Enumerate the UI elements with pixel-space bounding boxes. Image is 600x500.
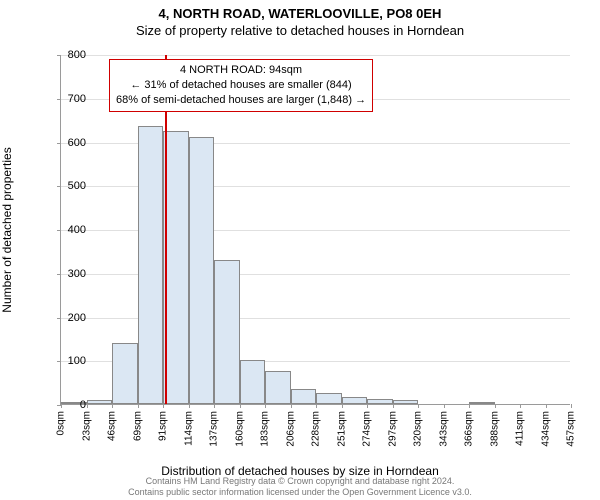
x-tick-label: 137sqm — [209, 411, 220, 447]
x-tick-mark — [495, 404, 496, 408]
x-tick-label: 434sqm — [540, 411, 551, 447]
histogram-bar — [240, 360, 266, 404]
histogram-bar — [214, 260, 240, 404]
x-tick-label: 251sqm — [336, 411, 347, 447]
x-tick-label: 457sqm — [566, 411, 577, 447]
x-tick-label: 320sqm — [413, 411, 424, 447]
x-tick-mark — [418, 404, 419, 408]
histogram-bar — [367, 399, 393, 404]
histogram-bar — [393, 400, 419, 404]
y-tick-label: 300 — [46, 268, 86, 280]
y-tick-label: 600 — [46, 137, 86, 149]
annotation-line: 4 NORTH ROAD: 94sqm — [116, 63, 366, 78]
histogram-bar — [112, 343, 138, 404]
x-tick-label: 388sqm — [489, 411, 500, 447]
y-tick-label: 700 — [46, 93, 86, 105]
annotation-line: ← 31% of detached houses are smaller (84… — [116, 78, 366, 93]
histogram-bar — [138, 126, 164, 404]
y-tick-label: 500 — [46, 180, 86, 192]
x-tick-label: 46sqm — [107, 411, 118, 441]
x-tick-mark — [342, 404, 343, 408]
plot-area: 0sqm23sqm46sqm69sqm91sqm114sqm137sqm160s… — [60, 55, 570, 405]
x-tick-label: 0sqm — [56, 411, 67, 435]
x-tick-mark — [265, 404, 266, 408]
annotation-box: 4 NORTH ROAD: 94sqm← 31% of detached hou… — [109, 59, 373, 112]
histogram-bar — [342, 397, 368, 404]
y-tick-label: 100 — [46, 355, 86, 367]
x-tick-mark — [444, 404, 445, 408]
histogram-bar — [316, 393, 342, 404]
annotation-line: 68% of semi-detached houses are larger (… — [116, 93, 366, 108]
x-tick-mark — [367, 404, 368, 408]
x-tick-mark — [163, 404, 164, 408]
gridline — [61, 55, 570, 56]
x-tick-label: 69sqm — [132, 411, 143, 441]
footer-line-1: Contains HM Land Registry data © Crown c… — [0, 476, 600, 487]
x-tick-label: 274sqm — [362, 411, 373, 447]
chart-container: 4, NORTH ROAD, WATERLOOVILLE, PO8 0EH Si… — [0, 0, 600, 500]
x-tick-label: 23sqm — [81, 411, 92, 441]
x-tick-mark — [546, 404, 547, 408]
histogram-bar — [189, 137, 215, 404]
x-tick-mark — [520, 404, 521, 408]
y-tick-label: 800 — [46, 49, 86, 61]
y-tick-label: 0 — [46, 399, 86, 411]
x-tick-mark — [393, 404, 394, 408]
x-tick-label: 411sqm — [515, 411, 526, 446]
x-tick-mark — [189, 404, 190, 408]
x-tick-mark — [316, 404, 317, 408]
x-tick-label: 183sqm — [260, 411, 271, 447]
x-tick-label: 343sqm — [438, 411, 449, 447]
x-tick-mark — [214, 404, 215, 408]
y-tick-label: 400 — [46, 224, 86, 236]
y-axis-label: Number of detached properties — [0, 65, 14, 230]
x-tick-label: 228sqm — [311, 411, 322, 447]
chart-title: 4, NORTH ROAD, WATERLOOVILLE, PO8 0EH — [0, 0, 600, 21]
x-tick-label: 91sqm — [158, 411, 169, 441]
histogram-bar — [87, 400, 113, 404]
histogram-bar — [265, 371, 291, 404]
y-tick-label: 200 — [46, 312, 86, 324]
footer-line-2: Contains public sector information licen… — [0, 487, 600, 498]
x-tick-mark — [87, 404, 88, 408]
x-tick-label: 206sqm — [285, 411, 296, 447]
x-tick-mark — [291, 404, 292, 408]
histogram-bar — [469, 402, 495, 404]
histogram-bar — [291, 389, 317, 404]
x-tick-mark — [571, 404, 572, 408]
x-tick-mark — [240, 404, 241, 408]
x-tick-mark — [112, 404, 113, 408]
x-tick-label: 366sqm — [464, 411, 475, 447]
x-tick-mark — [138, 404, 139, 408]
chart-subtitle: Size of property relative to detached ho… — [0, 21, 600, 38]
x-tick-label: 160sqm — [234, 411, 245, 447]
x-tick-label: 114sqm — [183, 411, 194, 446]
x-tick-label: 297sqm — [387, 411, 398, 447]
footer-attribution: Contains HM Land Registry data © Crown c… — [0, 476, 600, 498]
x-tick-mark — [469, 404, 470, 408]
